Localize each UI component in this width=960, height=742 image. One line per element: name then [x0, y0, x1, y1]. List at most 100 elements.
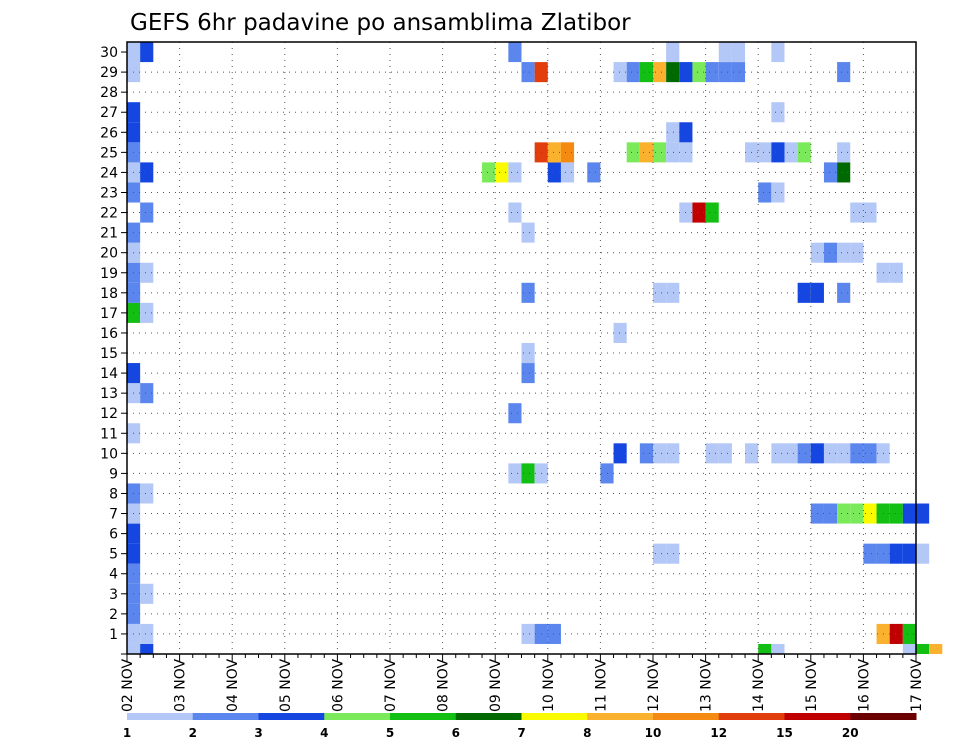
x-tick-label: 14 NOV — [751, 658, 767, 712]
colorbar-swatch — [127, 713, 194, 720]
colorbar-swatch — [455, 713, 522, 720]
colorbar-swatch — [718, 713, 785, 720]
precip-cell — [929, 643, 943, 654]
x-tick-label: 08 NOV — [436, 658, 452, 712]
precip-cell — [823, 242, 838, 263]
precip-cell — [521, 463, 535, 484]
precip-cell — [127, 643, 141, 654]
precip-cell — [495, 162, 509, 183]
precip-cell — [666, 122, 680, 143]
precip-cell — [731, 62, 746, 83]
precip-cell — [902, 543, 916, 564]
y-tick-label: 15 — [100, 346, 118, 362]
precip-cell — [771, 643, 785, 654]
y-tick-label: 28 — [100, 85, 118, 101]
precip-cell — [902, 623, 916, 644]
precip-cell — [705, 202, 719, 223]
precip-cell — [560, 142, 575, 163]
colorbar-swatch — [324, 713, 391, 720]
y-tick-label: 27 — [100, 105, 118, 121]
x-axis: 02 NOV 03 NOV 04 NOV 05 NOV 06 NOV 07 NOV 08 N… — [120, 654, 925, 712]
precip-cell — [626, 62, 640, 83]
precip-cell — [666, 443, 680, 464]
precip-cell — [771, 42, 785, 63]
precip-cell — [639, 142, 653, 163]
precip-cell — [758, 142, 772, 163]
colorbar: 1 2 3 4 5 6 7 8 10 12 15 20 — [123, 713, 917, 740]
y-tick-label: 7 — [109, 507, 118, 523]
x-tick-label: 11 NOV — [593, 658, 609, 712]
precip-cell — [797, 282, 811, 303]
x-tick-label: 03 NOV — [173, 658, 189, 712]
precip-cell — [916, 543, 930, 564]
x-tick-label: 06 NOV — [330, 658, 346, 712]
precip-cell — [140, 643, 154, 654]
y-tick-label: 4 — [109, 567, 118, 583]
precip-cell — [758, 643, 772, 654]
colorbar-swatch — [192, 713, 259, 720]
precip-cell — [850, 443, 864, 464]
x-tick-label: 05 NOV — [278, 658, 294, 712]
y-tick-label: 8 — [109, 486, 118, 502]
y-tick-label: 30 — [100, 45, 118, 61]
colorbar-label: 4 — [320, 726, 328, 740]
precip-cell — [587, 162, 601, 183]
colorbar-swatch — [850, 713, 917, 720]
y-tick-label: 19 — [100, 266, 118, 282]
x-tick-label: 07 NOV — [383, 658, 399, 712]
precip-cell — [758, 182, 772, 203]
x-tick-label: 12 NOV — [646, 658, 662, 712]
precip-cell — [823, 443, 838, 464]
colorbar-label: 1 — [123, 726, 131, 740]
precip-cell — [653, 142, 667, 163]
precip-cell — [837, 242, 851, 263]
precip-cell — [140, 483, 154, 504]
precip-cell — [771, 142, 785, 163]
precip-cell — [837, 62, 851, 83]
y-tick-label: 1 — [109, 627, 118, 643]
precip-cell — [863, 202, 877, 223]
y-tick-label: 20 — [100, 246, 118, 262]
y-axis: 1234567891011121314151617181920212223242… — [100, 45, 127, 655]
colorbar-swatch — [784, 713, 851, 720]
precip-cell — [653, 282, 667, 303]
precip-cell — [863, 443, 877, 464]
precip-cell — [837, 142, 851, 163]
y-tick-label: 6 — [109, 527, 118, 543]
y-tick-label: 18 — [100, 286, 118, 302]
y-tick-label: 29 — [100, 65, 118, 81]
precip-cell — [863, 543, 877, 564]
x-tick-label: 04 NOV — [225, 658, 241, 712]
precip-cell — [560, 162, 575, 183]
precip-cell — [837, 282, 851, 303]
y-tick-label: 25 — [100, 145, 118, 161]
precip-cell — [639, 62, 653, 83]
colorbar-swatch — [390, 713, 457, 720]
y-tick-label: 3 — [109, 587, 118, 603]
colorbar-label: 12 — [710, 726, 727, 740]
colorbar-swatch — [587, 713, 654, 720]
precip-cell — [639, 443, 653, 464]
y-tick-label: 22 — [100, 206, 118, 222]
y-tick-label: 13 — [100, 386, 118, 402]
y-tick-label: 16 — [100, 326, 118, 342]
precip-cell — [771, 443, 785, 464]
colorbar-swatch — [258, 713, 325, 720]
precip-cell — [902, 643, 916, 654]
y-tick-label: 26 — [100, 125, 118, 141]
y-tick-label: 23 — [100, 185, 118, 201]
precip-cell — [140, 302, 154, 323]
precip-cell — [666, 42, 680, 63]
y-tick-label: 14 — [100, 366, 118, 382]
precip-cell — [850, 202, 864, 223]
precip-cell — [508, 42, 522, 63]
precip-cell — [863, 503, 877, 524]
precip-cell — [889, 623, 903, 644]
precip-cell — [850, 242, 864, 263]
precip-cell — [521, 222, 535, 243]
precip-cell — [140, 262, 154, 283]
y-tick-label: 5 — [109, 547, 118, 563]
precip-cell — [784, 142, 798, 163]
y-tick-label: 9 — [109, 466, 118, 482]
chart-title: GEFS 6hr padavine po ansamblima Zlatibor — [130, 10, 631, 36]
